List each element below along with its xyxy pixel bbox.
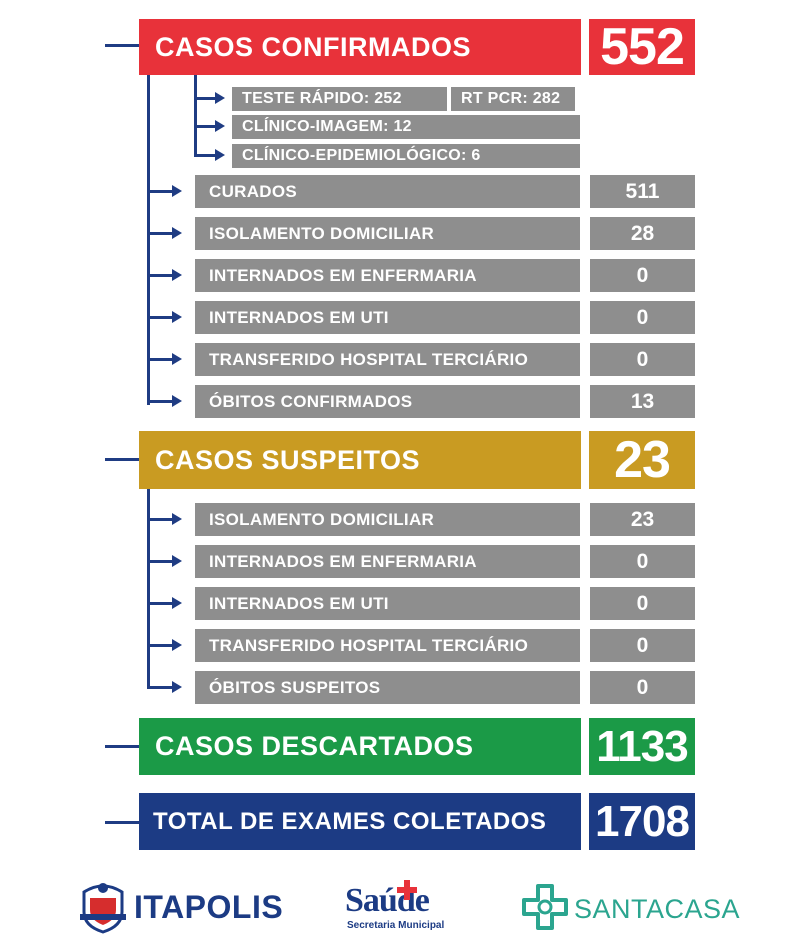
arrow-icon [215, 120, 225, 132]
arrow-icon [172, 311, 182, 323]
itapolis-logo: ITAPOLIS [76, 878, 296, 934]
arrow-icon [172, 555, 182, 567]
connector-line [147, 190, 177, 193]
suspected-row-label: TRANSFERIDO HOSPITAL TERCIÁRIO [195, 629, 580, 662]
connector-line [105, 745, 139, 748]
connector-line [105, 458, 139, 461]
connector-line [194, 154, 216, 157]
arrow-icon [172, 185, 182, 197]
discarded-header-label: CASOS DESCARTADOS [155, 731, 474, 761]
suspected-row-value: 0 [590, 545, 695, 578]
arrow-icon [172, 639, 182, 651]
connector-line [147, 686, 177, 689]
arrow-icon [172, 269, 182, 281]
discarded-value-box: 1133 [589, 718, 695, 775]
arrow-icon [172, 353, 182, 365]
arrow-icon [172, 513, 182, 525]
suspected-row-value: 0 [590, 629, 695, 662]
confirmed-row-label: TRANSFERIDO HOSPITAL TERCIÁRIO [195, 343, 580, 376]
connector-line [147, 400, 177, 403]
confirmed-row-value: 511 [590, 175, 695, 208]
sub-row-teste-rapido: TESTE RÁPIDO: 252 [232, 87, 447, 111]
coat-of-arms-icon [80, 883, 126, 934]
connector-line [147, 602, 177, 605]
confirmed-row-value: 28 [590, 217, 695, 250]
connector-line [194, 125, 216, 128]
suspected-row-value: 23 [590, 503, 695, 536]
connector-line [147, 644, 177, 647]
connector-line [194, 97, 216, 100]
connector-line [147, 358, 177, 361]
discarded-header: CASOS DESCARTADOS [139, 718, 581, 775]
saude-logo: Saúde Secretaria Municipal [345, 880, 470, 936]
itapolis-logo-text: ITAPOLIS [134, 889, 284, 925]
santacasa-cross-icon [522, 884, 568, 930]
confirmed-row-label: ÓBITOS CONFIRMADOS [195, 385, 580, 418]
confirmed-row-label: INTERNADOS EM ENFERMARIA [195, 259, 580, 292]
confirmed-value: 552 [600, 18, 685, 76]
suspected-row-label: INTERNADOS EM UTI [195, 587, 580, 620]
arrow-icon [215, 149, 225, 161]
suspected-header: CASOS SUSPEITOS [139, 431, 581, 489]
arrow-icon [172, 597, 182, 609]
discarded-value: 1133 [596, 721, 688, 771]
sub-row-rt-pcr: RT PCR: 282 [451, 87, 575, 111]
confirmed-header-label: CASOS CONFIRMADOS [155, 31, 472, 62]
connector-line [147, 560, 177, 563]
suspected-row-label: ISOLAMENTO DOMICILIAR [195, 503, 580, 536]
confirmed-value-box: 552 [589, 18, 695, 76]
connector-line [194, 75, 197, 157]
confirmed-header: CASOS CONFIRMADOS [139, 19, 581, 75]
suspected-row-label: ÓBITOS SUSPEITOS [195, 671, 580, 704]
connector-line [147, 75, 150, 405]
confirmed-row-value: 0 [590, 259, 695, 292]
arrow-icon [172, 395, 182, 407]
confirmed-row-value: 13 [590, 385, 695, 418]
confirmed-row-label: CURADOS [195, 175, 580, 208]
connector-line [147, 274, 177, 277]
suspected-value: 23 [614, 431, 671, 489]
red-cross-icon [397, 880, 417, 900]
santacasa-logo-text: SANTACASA [574, 894, 741, 924]
total-header-label: TOTAL DE EXAMES COLETADOS [153, 807, 547, 835]
connector-line [147, 489, 150, 689]
connector-line [147, 316, 177, 319]
connector-line [105, 821, 139, 824]
confirmed-row-label: INTERNADOS EM UTI [195, 301, 580, 334]
total-value-box: 1708 [589, 793, 695, 850]
connector-line [147, 518, 177, 521]
total-value: 1708 [595, 796, 690, 846]
confirmed-row-value: 0 [590, 343, 695, 376]
suspected-row-value: 0 [590, 671, 695, 704]
arrow-icon [172, 681, 182, 693]
confirmed-row-value: 0 [590, 301, 695, 334]
suspected-header-label: CASOS SUSPEITOS [155, 444, 421, 475]
suspected-row-label: INTERNADOS EM ENFERMARIA [195, 545, 580, 578]
arrow-icon [215, 92, 225, 104]
sub-row-clinico-imagem: CLÍNICO-IMAGEM: 12 [232, 115, 580, 139]
saude-logo-subtitle: Secretaria Municipal [347, 920, 445, 931]
suspected-row-value: 0 [590, 587, 695, 620]
arrow-icon [172, 227, 182, 239]
connector-line [105, 44, 139, 47]
suspected-value-box: 23 [589, 431, 695, 489]
connector-line [147, 232, 177, 235]
confirmed-row-label: ISOLAMENTO DOMICILIAR [195, 217, 580, 250]
santacasa-logo: SANTACASA [522, 880, 741, 936]
total-header: TOTAL DE EXAMES COLETADOS [139, 793, 581, 850]
sub-row-clinico-epidemiologico: CLÍNICO-EPIDEMIOLÓGICO: 6 [232, 144, 580, 168]
